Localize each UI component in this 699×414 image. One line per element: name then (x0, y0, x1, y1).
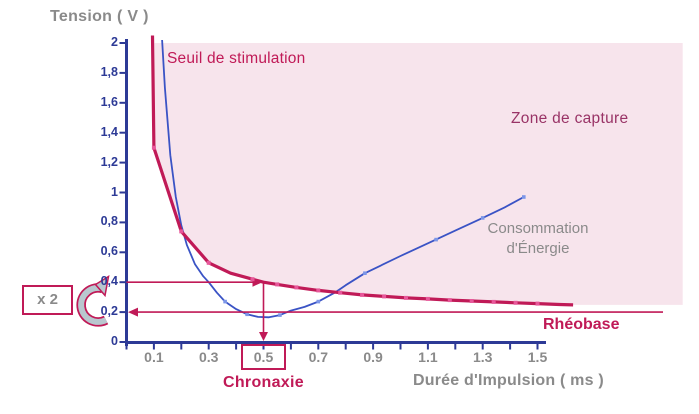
threshold-curve-marker (425, 296, 430, 301)
y-tick-label: 1 (111, 184, 118, 199)
y-tick-label: 0,2 (100, 304, 118, 319)
threshold-curve-marker (179, 229, 184, 234)
threshold-curve-marker (250, 277, 255, 282)
y-tick-label: 0,6 (100, 244, 118, 259)
energy-curve-marker (223, 299, 227, 304)
capture-zone-label: Zone de capture (511, 110, 629, 127)
threshold-curve-marker (513, 300, 518, 305)
threshold-curve-label: Seuil de stimulation (167, 50, 306, 67)
rheobase-arrowhead-icon (128, 307, 138, 317)
y-tick-label: 2 (111, 35, 118, 49)
y-tick-label: 0 (111, 334, 118, 348)
x2-curved-arrow-icon (78, 284, 108, 325)
y-tick-label: 1,4 (100, 124, 118, 139)
rheobase-label: Rhéobase (543, 316, 620, 333)
y-tick-label: 1,8 (100, 64, 118, 79)
chronaxie-label: Chronaxie (223, 374, 304, 391)
capture-zone-fill (153, 43, 683, 305)
energy-curve-label-line1: Consommation (487, 220, 589, 237)
y-tick-label: 0,4 (100, 274, 118, 289)
x-tick-label: 0.9 (363, 349, 383, 365)
x-tick-label: 1.5 (527, 349, 548, 365)
x-tick-label: 0.5 (253, 349, 274, 365)
x-tick-label: 0.7 (308, 349, 329, 365)
energy-curve-label: Consommation d'Énergie (457, 219, 619, 259)
energy-curve-marker (434, 237, 438, 242)
y-tick-label: 1,2 (100, 154, 118, 169)
energy-curve-label-line2: d'Énergie (506, 240, 570, 257)
y-axis-title: Tension ( V ) (50, 8, 149, 25)
threshold-curve-marker (294, 285, 299, 290)
threshold-curve-marker (469, 299, 474, 303)
chronaxie-value-box (241, 344, 286, 370)
threshold-curve-marker (151, 145, 156, 150)
x2-arrowhead-icon (94, 274, 110, 298)
threshold-curve-marker (316, 288, 321, 293)
x-tick-label: 1.1 (418, 349, 438, 365)
threshold-curve-marker (360, 292, 365, 297)
x-axis-title: Durée d'Impulsion ( ms ) (413, 372, 604, 389)
x-tick-label: 0.3 (198, 349, 219, 365)
x-tick-label: 1.3 (472, 349, 493, 365)
x-tick-label: 0.1 (144, 349, 164, 365)
energy-curve-marker (522, 195, 526, 199)
threshold-curve (150, 35, 574, 307)
threshold-curve-marker (275, 282, 280, 287)
energy-curve-marker (316, 299, 321, 304)
threshold-curve-marker (382, 294, 387, 299)
energy-curve-marker (278, 313, 282, 317)
threshold-curve-marker (535, 301, 540, 306)
threshold-curve-marker (447, 298, 452, 303)
y-tick-label: 0,8 (100, 214, 118, 229)
times-two-badge: x 2 (22, 285, 73, 315)
threshold-curve-marker (206, 260, 211, 265)
energy-curve-marker (245, 312, 249, 317)
chronaxie-arrowhead-icon (259, 332, 268, 341)
threshold-curve-marker (491, 299, 496, 304)
energy-curve-marker (480, 216, 485, 220)
energy-curve-marker (363, 271, 367, 275)
threshold-curve-marker (404, 295, 408, 300)
threshold-curve-marker (338, 290, 343, 295)
y-tick-label: 1,6 (100, 94, 118, 109)
